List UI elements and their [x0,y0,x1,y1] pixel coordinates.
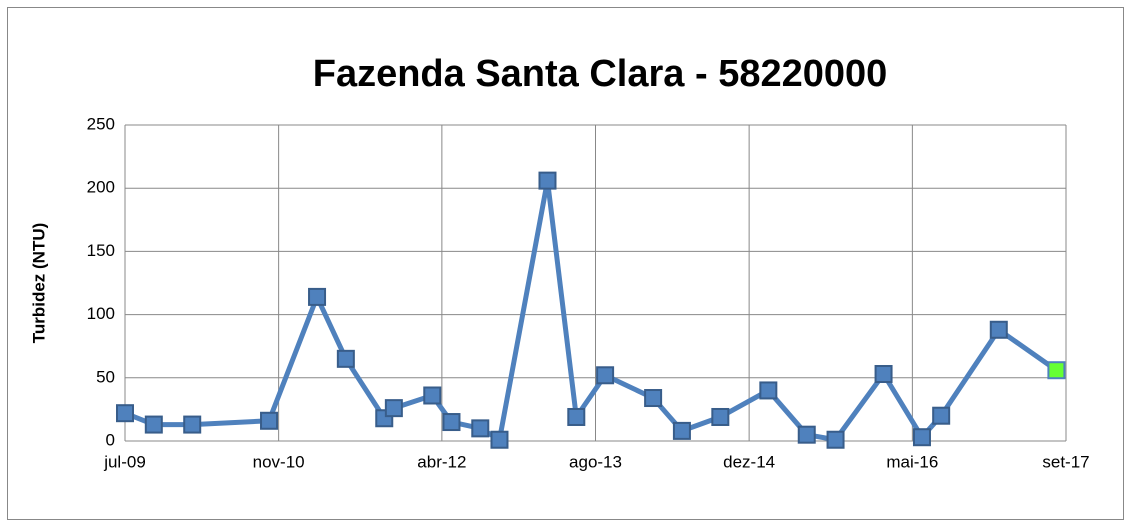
y-tick-label: 0 [106,430,115,449]
point-marker [874,365,893,384]
point-marker [1047,361,1066,380]
point-marker [384,399,403,418]
point-marker [336,349,355,368]
point-marker [711,407,730,426]
line-series [124,178,1058,443]
point-marker [183,415,202,434]
y-tick-label: 200 [87,178,115,197]
y-tick-label: 250 [87,114,115,133]
point-marker [538,171,557,190]
point-marker [308,287,327,306]
point-marker [567,407,586,426]
y-tick-label: 100 [87,304,115,323]
point-marker [144,415,163,434]
point-marker [826,430,845,449]
y-axis-label: Turbidez (NTU) [29,223,48,344]
x-tick-label: ago-13 [569,452,622,471]
chart-frame [7,7,1124,520]
point-marker [423,386,442,405]
y-tick-label: 150 [87,241,115,260]
point-marker [490,430,509,449]
point-marker [759,381,778,400]
point-marker [912,428,931,447]
x-tick-label: dez-14 [723,452,775,471]
x-tick-label: mai-16 [886,452,938,471]
point-marker [442,413,461,432]
x-tick-label: jul-09 [103,452,146,471]
x-tick-label: nov-10 [253,452,305,471]
x-tick-label: abr-12 [417,452,466,471]
x-tick-label: set-17 [1042,452,1089,471]
point-marker [596,366,615,385]
point-marker [797,425,816,444]
point-marker [471,419,490,438]
point-marker [932,406,951,425]
point-marker [672,421,691,440]
point-marker [260,411,279,430]
y-tick-label: 50 [96,367,115,386]
chart-title: Fazenda Santa Clara - 58220000 [313,53,888,95]
point-marker [989,320,1008,339]
point-marker [644,389,663,408]
point-marker [116,404,134,423]
